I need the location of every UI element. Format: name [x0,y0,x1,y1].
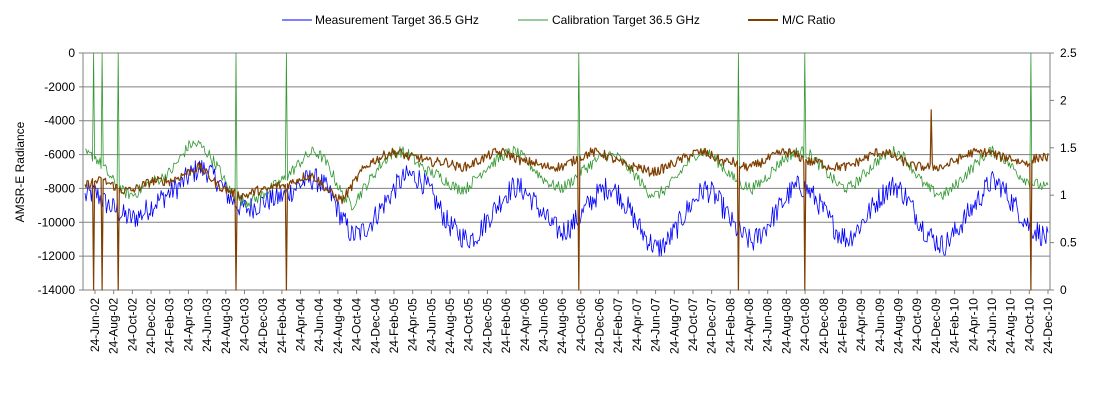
y-right-tick-label: 1 [1060,188,1067,202]
x-tick-label: 24-Aug-09 [892,298,906,354]
y-right-tick-label: 2.5 [1060,46,1077,60]
y-left-tick-label: -12000 [38,249,76,263]
x-tick-label: 24-Aug-10 [1004,298,1018,354]
y-left-tick-label: -6000 [44,148,75,162]
y-left-tick-label: 0 [68,46,75,60]
x-tick-label: 24-Oct-03 [237,298,251,352]
x-tick-label: 24-Oct-10 [1022,298,1036,352]
x-tick-label: 24-Jun-05 [424,298,438,352]
x-tick-label: 24-Apr-06 [518,298,532,352]
x-tick-label: 24-Aug-05 [443,298,457,354]
x-tick-label: 24-Jun-07 [649,298,663,352]
x-tick-label: 24-Apr-07 [630,298,644,352]
x-tick-label: 24-Dec-04 [368,298,382,354]
x-tick-label: 24-Dec-10 [1041,298,1055,354]
y-right-tick-label: 1.5 [1060,141,1077,155]
x-tick-label: 24-Dec-09 [929,298,943,354]
x-tick-label: 24-Oct-07 [686,298,700,352]
x-tick-label: 24-Feb-09 [835,298,849,354]
x-tick-label: 24-Oct-06 [574,298,588,352]
y-right-tick-label: 2 [1060,93,1067,107]
y-left-tick-label: -14000 [38,283,76,297]
x-tick-label: 24-Jun-09 [873,298,887,352]
x-tick-label: 24-Apr-04 [294,298,308,352]
x-tick-label: 24-Jun-03 [200,298,214,352]
y-axis-right: 0 0.5 1 1.5 2 2.5 [1050,46,1077,297]
x-tick-label: 24-Apr-05 [406,298,420,352]
x-tick-label: 24-Oct-02 [125,298,139,352]
x-tick-label: 24-Oct-05 [462,298,476,352]
series-lines [84,52,1049,291]
x-tick-label: 24-Oct-09 [910,298,924,352]
x-tick-label: 24-Feb-10 [948,298,962,354]
x-tick-label: 24-Aug-07 [667,298,681,354]
y-axis-left-title: AMSR-E Radiance [13,121,27,222]
x-tick-label: 24-Feb-08 [723,298,737,354]
x-tick-label: 24-Dec-06 [593,298,607,354]
legend-label-calibration: Calibration Target 36.5 GHz [552,13,700,27]
x-tick-label: 24-Apr-03 [181,298,195,352]
x-tick-label: 24-Jun-02 [88,298,102,352]
x-tick-label: 24-Jun-04 [312,298,326,352]
x-tick-label: 24-Dec-05 [480,298,494,354]
x-tick-label: 24-Feb-04 [275,298,289,354]
y-right-tick-label: 0 [1060,283,1067,297]
x-tick-label: 24-Oct-04 [350,298,364,352]
x-tick-label: 24-Feb-07 [611,298,625,354]
y-left-tick-label: -10000 [38,215,76,229]
x-tick-label: 24-Aug-02 [107,298,121,354]
x-tick-label: 24-Feb-05 [387,298,401,354]
x-tick-label: 24-Apr-09 [854,298,868,352]
x-tick-label: 24-Apr-08 [742,298,756,352]
plot-frame [82,52,1051,291]
x-tick-label: 24-Jun-06 [536,298,550,352]
x-tick-label: 24-Dec-03 [256,298,270,354]
x-tick-label: 24-Aug-04 [331,298,345,354]
x-axis: 24-Jun-02 24-Aug-02 24-Oct-02 24-Dec-02 24-F… [88,290,1055,354]
x-tick-label: 24-Dec-07 [705,298,719,354]
series-line-measurement-target-36-5-ghz [84,160,1049,257]
x-tick-label: 24-Aug-08 [779,298,793,354]
x-tick-label: 24-Dec-02 [144,298,158,354]
x-tick-label: 24-Dec-08 [817,298,831,354]
y-right-tick-label: 0.5 [1060,236,1077,250]
x-tick-label: 24-Aug-06 [555,298,569,354]
legend: Measurement Target 36.5 GHz Calibration … [282,13,836,27]
x-tick-label: 24-Feb-06 [499,298,513,354]
plot-area [82,52,1051,291]
series-line-calibration-target-36-5-ghz [84,52,1049,211]
x-tick-label: 24-Feb-03 [163,298,177,354]
x-tick-label: 24-Jun-08 [761,298,775,352]
y-left-tick-label: -8000 [44,181,75,195]
y-axis-left: -14000 -12000 -10000 -8000 -6000 -4000 -2000 0 [38,46,83,297]
x-tick-label: 24-Apr-10 [966,298,980,352]
legend-label-measurement: Measurement Target 36.5 GHz [315,13,479,27]
x-tick-label: 24-Aug-03 [219,298,233,354]
x-tick-label: 24-Oct-08 [798,298,812,352]
y-left-tick-label: -4000 [44,114,75,128]
legend-label-ratio: M/C Ratio [782,13,836,27]
y-left-tick-label: -2000 [44,80,75,94]
x-tick-label: 24-Jun-10 [985,298,999,352]
series-line-m-c-ratio [84,109,1049,291]
